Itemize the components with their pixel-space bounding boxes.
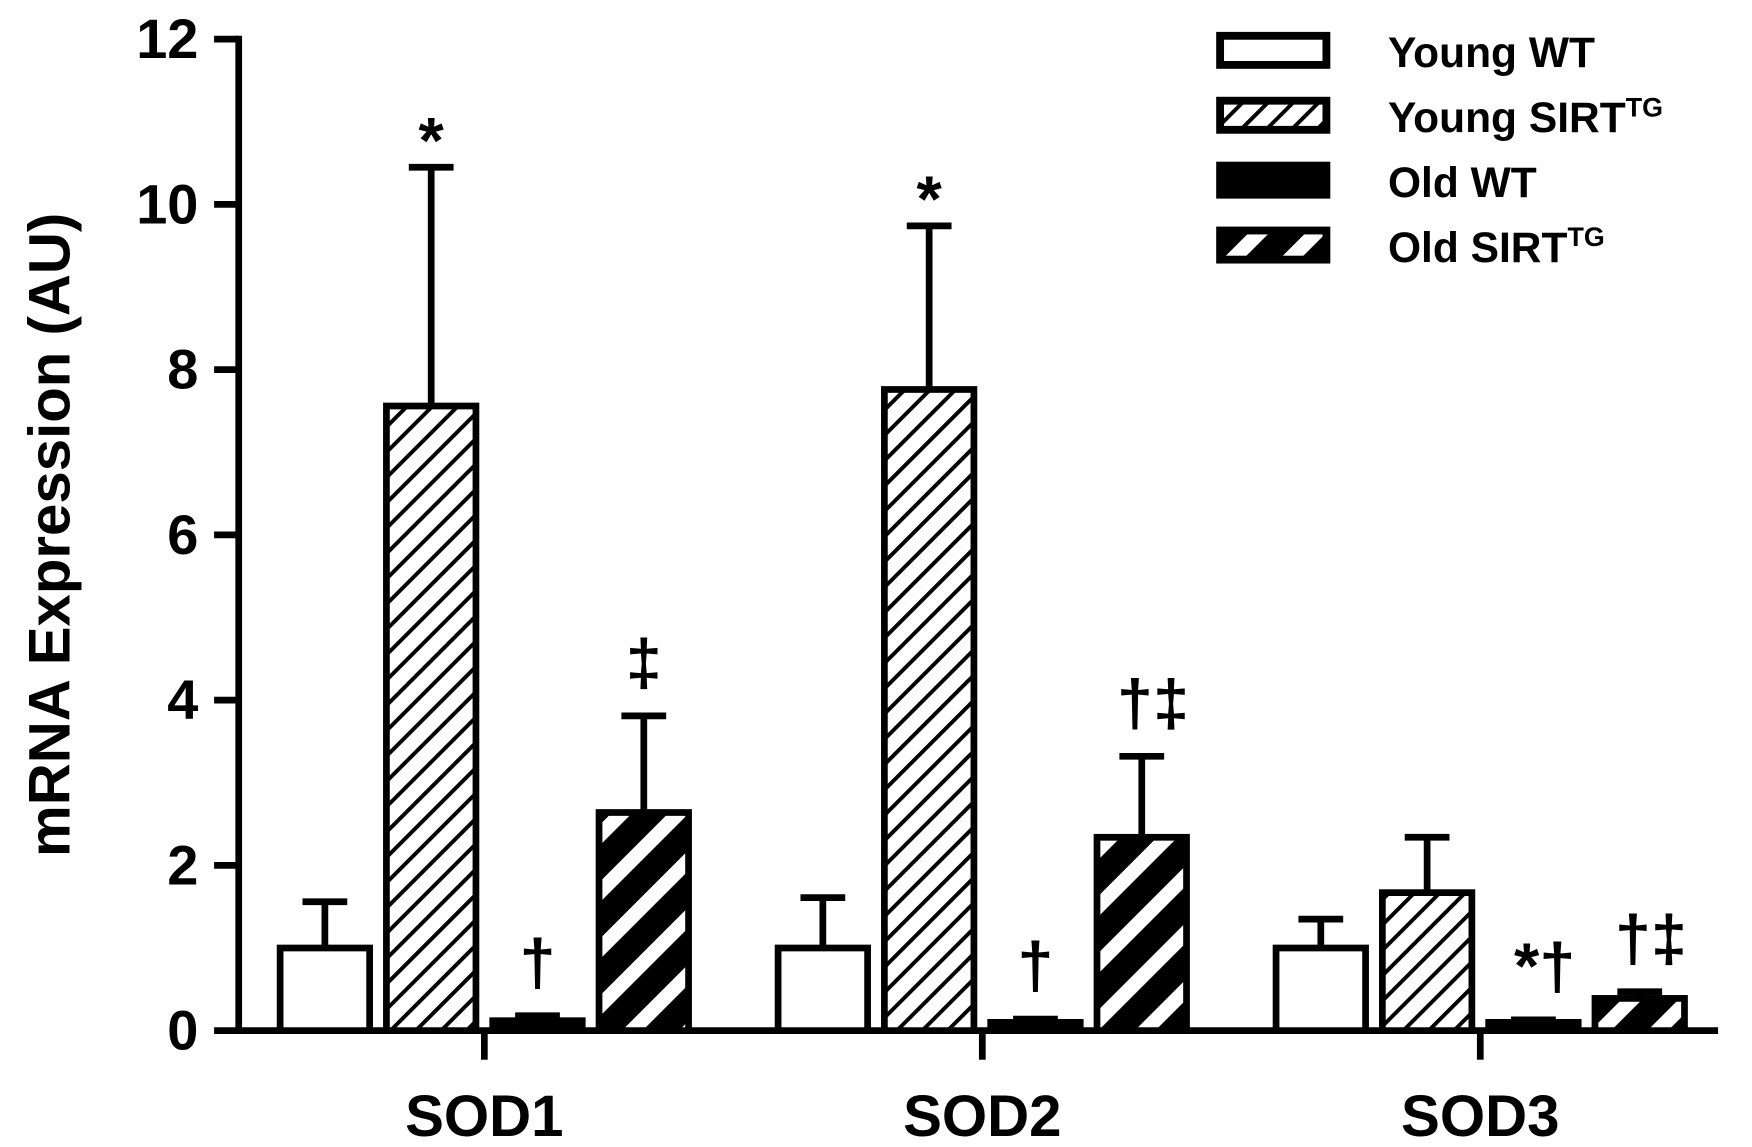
bar [383,402,480,1034]
significance-marker: †‡ [1117,666,1189,739]
x-tick-label: SOD3 [1401,1084,1559,1147]
legend-swatch [1216,161,1331,199]
y-tick-label: 2 [167,833,198,896]
x-tick-label: SOD1 [405,1084,563,1147]
x-tick-label: SOD2 [903,1084,1061,1147]
legend-swatch [1216,96,1331,134]
legend-label: Old WT [1388,160,1537,207]
significance-marker: * [419,104,445,177]
legend: Young WT Young SIRTTG Old WT Old SIRTTG [1216,30,1663,272]
significance-marker: * [917,162,943,235]
y-tick-label: 12 [136,7,198,70]
bar [1485,1019,1582,1034]
y-axis-label: mRNA Expression (AU) [18,213,83,857]
legend-swatch [1216,226,1331,264]
legend-swatch [1216,31,1331,69]
bar [1272,944,1369,1034]
legend-label: Young SIRTTG [1388,92,1663,142]
significance-marker: ‡ [626,626,662,699]
significance-marker: † [1017,929,1053,1002]
bar [1591,995,1688,1034]
legend-label: Young WT [1388,30,1595,77]
y-tick-label: 4 [167,668,198,731]
bar [595,809,692,1034]
bar [489,1017,586,1034]
y-tick-label: 8 [167,338,198,401]
axes: 0 2 4 6 8 10 12 SOD1 SOD2 SOD3 [136,7,1719,1147]
bar [1379,889,1476,1034]
y-tick-label: 0 [167,999,198,1062]
bar [774,944,871,1034]
bars: *†‡*††‡*† †‡ [276,104,1688,1034]
significance-marker: *† [1514,930,1575,1003]
legend-label: Old SIRTTG [1388,222,1605,272]
bar [1093,833,1190,1034]
bar [276,944,373,1034]
significance-marker: †‡ [1615,901,1687,974]
y-tick-label: 6 [167,503,198,566]
significance-marker: † [519,925,555,998]
y-tick-label: 10 [136,172,198,235]
bar [881,386,978,1034]
bar [987,1019,1084,1034]
